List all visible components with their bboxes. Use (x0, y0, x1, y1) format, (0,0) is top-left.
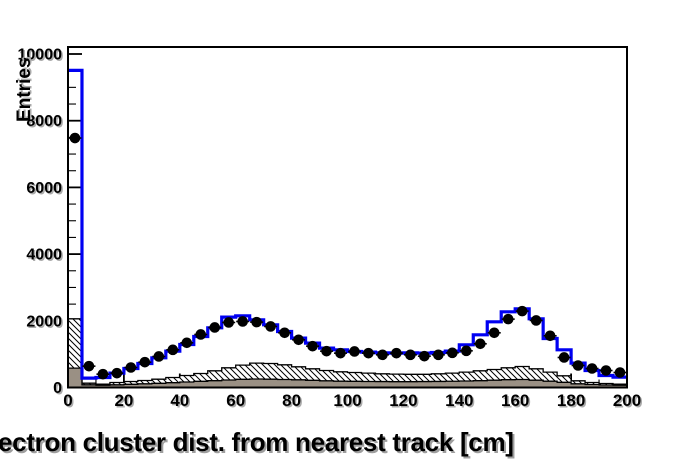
svg-text:80: 80 (284, 393, 303, 412)
svg-text:8000: 8000 (28, 115, 64, 132)
data-marker (251, 316, 262, 328)
data-marker (488, 327, 500, 339)
mc-hatched-histogram (67, 318, 628, 389)
y-axis-title: Entries (14, 57, 35, 122)
data-marker (307, 340, 318, 352)
data-marker (139, 356, 151, 368)
svg-text:4000: 4000 (28, 248, 64, 265)
x-tick-label: 0 (63, 391, 72, 410)
mc-gray-histogram (67, 367, 628, 389)
data-marker (530, 315, 542, 326)
x-tick-label: 60 (226, 391, 245, 410)
y-tick-label: 4000 (26, 247, 62, 264)
x-tick-label: 140 (445, 391, 473, 410)
svg-text:200: 200 (614, 393, 642, 412)
data-marker (265, 321, 276, 332)
data-marker (544, 330, 556, 342)
svg-text:20: 20 (116, 393, 135, 412)
y-tick-label: 8000 (26, 113, 62, 130)
data-marker (209, 322, 221, 333)
data-marker (349, 346, 360, 357)
data-marker (237, 316, 248, 327)
svg-text:10000: 10000 (19, 48, 64, 65)
data-marker (391, 347, 402, 359)
y-tick-label: 2000 (26, 313, 62, 330)
x-tick-label: 40 (170, 391, 189, 410)
svg-text:6000: 6000 (28, 181, 64, 198)
data-marker (586, 363, 598, 374)
data-marker (195, 329, 207, 340)
data-marker (600, 365, 612, 376)
data-marker (293, 334, 304, 346)
data-marker (111, 367, 123, 379)
data-marker (167, 344, 179, 356)
x-tick-label: 160 (501, 391, 529, 410)
data-marker (125, 362, 137, 373)
svg-text:0: 0 (65, 393, 74, 412)
svg-text:120: 120 (391, 393, 419, 412)
data-marker (223, 317, 235, 328)
svg-text:0: 0 (55, 382, 64, 399)
data-marker (181, 337, 193, 349)
x-tick-label: 200 (613, 391, 641, 410)
plot-frame (67, 46, 628, 389)
svg-text:180: 180 (558, 393, 586, 412)
x-tick-label: 120 (389, 391, 417, 410)
svg-text:40: 40 (172, 393, 191, 412)
data-marker (474, 338, 486, 350)
data-marker (516, 305, 528, 317)
data-marker (460, 345, 472, 357)
data-marker (558, 352, 570, 363)
x-tick-label: 80 (282, 391, 301, 410)
data-marker (335, 347, 346, 359)
data-marker (69, 132, 81, 144)
data-marker (447, 347, 458, 359)
data-marker (321, 345, 332, 357)
data-marker (153, 351, 165, 362)
svg-text:100: 100 (335, 393, 363, 412)
data-marker (363, 347, 374, 359)
mc-total-histogram-outline (68, 68, 627, 380)
svg-text:60: 60 (228, 393, 247, 412)
svg-text:140: 140 (447, 393, 475, 412)
svg-text:2000: 2000 (28, 315, 64, 332)
x-axis-title: ectron cluster dist. from nearest track … (0, 427, 514, 457)
x-tick-label: 100 (333, 391, 361, 410)
data-marker (83, 360, 95, 372)
y-tick-label: 0 (53, 380, 62, 397)
data-marker (377, 349, 388, 361)
data-marker (279, 327, 290, 339)
y-tick-label: 10000 (18, 47, 63, 64)
data-marker (405, 349, 416, 361)
data-marker (97, 368, 109, 380)
data-marker (502, 313, 514, 325)
svg-text:160: 160 (503, 393, 531, 412)
data-marker (614, 367, 626, 378)
data-marker (572, 360, 584, 371)
data-marker (433, 349, 444, 361)
x-tick-label: 20 (114, 391, 133, 410)
x-tick-label: 180 (557, 391, 585, 410)
y-tick-label: 6000 (26, 180, 62, 197)
data-points (68, 132, 627, 380)
data-marker (419, 350, 430, 362)
